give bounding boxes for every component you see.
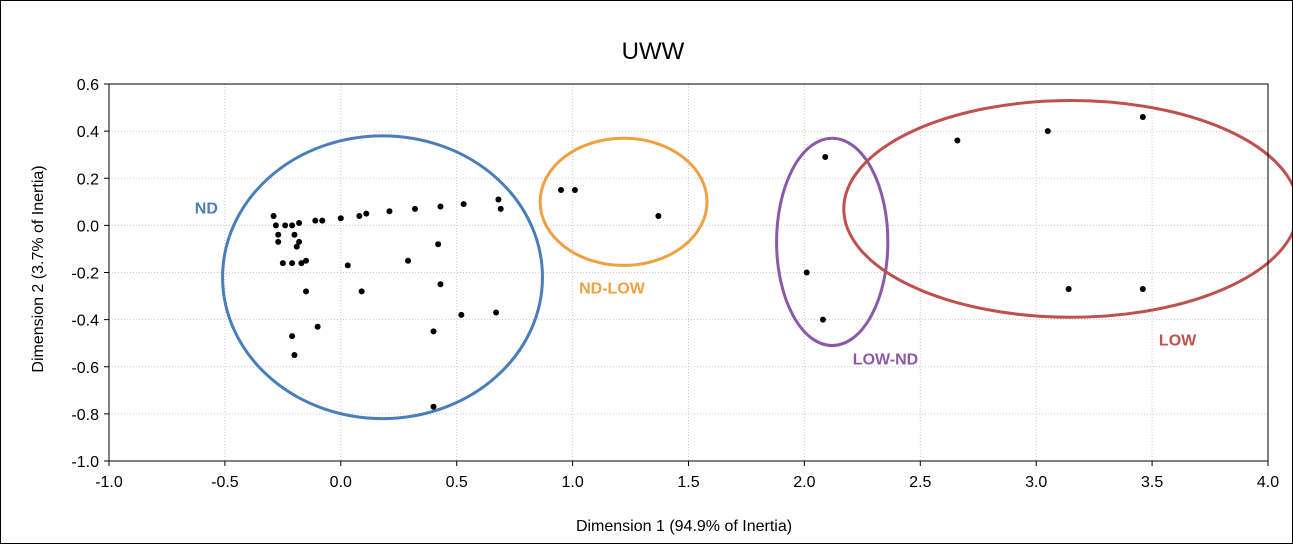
data-point	[405, 257, 412, 264]
cluster-ellipse-low	[842, 99, 1292, 319]
data-point	[289, 222, 296, 229]
y-tick-label: 0.0	[77, 218, 99, 235]
data-point	[819, 316, 826, 323]
data-point	[558, 187, 565, 194]
data-point	[270, 212, 277, 219]
cluster-ellipses	[221, 99, 1292, 421]
y-tick-label: 0.6	[77, 77, 99, 94]
chart-title: UWW	[622, 38, 685, 65]
data-point	[571, 187, 578, 194]
x-tick-label: 3.5	[1141, 474, 1163, 491]
data-point	[296, 220, 303, 227]
x-tick-label: 2.5	[909, 474, 931, 491]
data-point	[291, 351, 298, 358]
data-point	[356, 212, 363, 219]
x-tick-label: 3.0	[1025, 474, 1047, 491]
data-point	[282, 222, 289, 229]
data-point	[497, 205, 504, 212]
data-point	[411, 205, 418, 212]
y-axis-label: Dimension 2 (3.7% of Inertia)	[30, 165, 47, 372]
cluster-ellipse-nd	[221, 134, 544, 421]
data-point	[314, 323, 321, 330]
y-tick-label: 0.4	[77, 124, 99, 141]
data-point	[655, 212, 662, 219]
data-point	[275, 231, 282, 238]
data-point	[495, 196, 502, 203]
data-point	[312, 217, 319, 224]
cluster-label-nd-low: ND-LOW	[579, 281, 646, 298]
y-tick-label: -0.6	[71, 360, 99, 377]
x-axis-label: Dimension 1 (94.9% of Inertia)	[576, 518, 792, 535]
cluster-ellipse-low-nd	[775, 136, 890, 348]
x-tick-label: 1.0	[561, 474, 583, 491]
axis-ticks: -1.0 -0.5 0.0 0.5 1.0 1.5 2.0 2.5 3.0 3.5 4.0 0.6 0.…	[71, 77, 1279, 491]
data-point	[296, 238, 303, 245]
data-point	[954, 137, 961, 144]
y-tick-label: -1.0	[71, 454, 99, 471]
x-tick-label: 2.0	[793, 474, 815, 491]
data-point	[337, 215, 344, 222]
data-point	[822, 154, 829, 161]
x-tick-label: 0.5	[446, 474, 468, 491]
x-tick-label: -1.0	[95, 474, 123, 491]
y-tick-label: 0.2	[77, 171, 99, 188]
x-tick-label: 1.5	[677, 474, 699, 491]
data-point	[363, 210, 370, 217]
data-point	[386, 208, 393, 215]
cluster-ellipse-nd-low	[538, 136, 709, 267]
y-tick-label: -0.4	[71, 313, 99, 330]
data-point	[293, 243, 300, 250]
cluster-labels: ND ND-LOW LOW-ND LOW	[195, 201, 1197, 369]
data-point	[803, 269, 810, 276]
data-point	[437, 203, 444, 210]
cluster-label-nd: ND	[195, 201, 218, 218]
data-point	[272, 222, 279, 229]
y-tick-label: -0.2	[71, 266, 99, 283]
data-point	[435, 241, 442, 248]
cluster-label-low-nd: LOW-ND	[853, 351, 918, 368]
data-point	[289, 260, 296, 267]
grid	[109, 84, 1268, 461]
data-point	[1065, 285, 1072, 292]
data-point	[1139, 285, 1146, 292]
x-tick-label: 0.0	[330, 474, 352, 491]
data-point	[430, 328, 437, 335]
data-point	[1044, 128, 1051, 135]
data-point	[430, 403, 437, 410]
data-point	[493, 309, 500, 316]
data-point	[460, 201, 467, 208]
data-point	[303, 257, 310, 264]
data-point	[289, 333, 296, 340]
y-tick-label: -0.8	[71, 407, 99, 424]
data-point	[1139, 113, 1146, 120]
x-tick-label: -0.5	[211, 474, 239, 491]
data-point	[279, 260, 286, 267]
cluster-label-low: LOW	[1159, 333, 1197, 350]
x-tick-label: 4.0	[1257, 474, 1279, 491]
data-point	[298, 260, 305, 267]
data-point	[275, 238, 282, 245]
data-points	[270, 113, 1146, 410]
data-point	[291, 231, 298, 238]
data-point	[344, 262, 351, 269]
data-point	[358, 288, 365, 295]
data-point	[437, 281, 444, 288]
data-point	[303, 288, 310, 295]
data-point	[319, 217, 326, 224]
data-point	[458, 311, 465, 318]
